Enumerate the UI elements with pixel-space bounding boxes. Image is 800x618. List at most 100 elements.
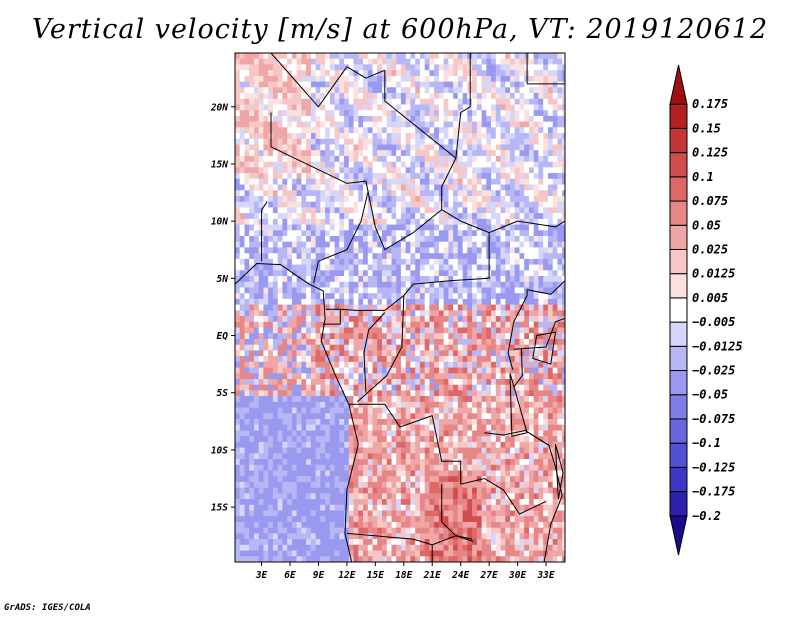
field-cell <box>282 230 288 237</box>
field-cell <box>372 236 378 243</box>
field-cell <box>235 384 241 391</box>
field-cell <box>462 379 468 386</box>
field-cell <box>249 64 255 71</box>
field-cell <box>467 270 473 277</box>
field-cell <box>367 436 374 443</box>
field-cell <box>320 167 326 174</box>
field-cell <box>244 350 250 357</box>
field-cell <box>514 127 520 134</box>
field-cell <box>249 58 255 65</box>
field-cell <box>315 207 321 214</box>
field-cell <box>287 384 293 391</box>
field-cell <box>344 441 350 449</box>
field-cell <box>329 293 336 300</box>
field-cell <box>410 396 416 403</box>
field-cell <box>396 184 402 191</box>
field-cell <box>249 115 255 123</box>
field-cell <box>377 356 383 363</box>
field-cell <box>396 190 402 197</box>
field-cell <box>334 178 340 186</box>
field-cell <box>500 230 506 237</box>
field-cell <box>419 241 426 248</box>
field-cell <box>315 167 321 174</box>
field-cell <box>235 247 241 254</box>
field-cell <box>258 419 264 426</box>
field-cell <box>306 236 312 243</box>
field-cell <box>296 75 302 83</box>
field-cell <box>254 350 260 357</box>
field-cell <box>547 121 554 128</box>
field-cell <box>476 367 483 374</box>
field-cell <box>244 310 250 317</box>
field-cell <box>344 436 350 443</box>
field-cell <box>358 281 364 289</box>
field-cell <box>472 207 478 214</box>
field-cell <box>320 58 326 65</box>
field-cell <box>396 207 402 214</box>
field-cell <box>467 190 473 197</box>
field-cell <box>410 379 416 386</box>
field-cell <box>358 356 364 363</box>
field-cell <box>334 264 340 271</box>
field-cell <box>315 287 321 294</box>
field-cell <box>400 236 407 243</box>
field-cell <box>306 459 312 466</box>
field-cell <box>363 401 369 409</box>
field-cell <box>325 87 331 94</box>
field-cell <box>500 81 506 88</box>
field-cell <box>476 173 483 180</box>
field-cell <box>315 327 321 334</box>
field-cell <box>348 298 355 306</box>
field-cell <box>291 53 298 60</box>
field-cell <box>363 276 369 283</box>
field-cell <box>529 93 535 100</box>
field-cell <box>282 430 288 437</box>
field-cell <box>329 367 336 374</box>
field-cell <box>315 155 321 163</box>
field-cell <box>325 138 331 146</box>
field-cell <box>538 344 544 351</box>
field-cell <box>382 367 388 374</box>
field-cell <box>538 390 544 397</box>
field-cell <box>443 110 449 117</box>
field-cell <box>538 441 544 449</box>
field-cell <box>419 127 426 134</box>
field-cell <box>505 321 511 329</box>
field-cell <box>533 281 539 289</box>
field-cell <box>410 293 416 300</box>
field-cell <box>301 81 307 88</box>
field-cell <box>415 281 421 289</box>
field-cell <box>249 230 255 237</box>
field-cell <box>239 207 245 214</box>
field-cell <box>519 230 525 237</box>
field-cell <box>429 190 435 197</box>
field-cell <box>348 93 355 100</box>
field-cell <box>448 287 454 294</box>
field-cell <box>557 350 563 357</box>
field-cell <box>491 276 497 283</box>
field-cell <box>310 196 317 203</box>
field-cell <box>448 298 454 306</box>
field-cell <box>467 350 473 357</box>
field-cell <box>320 253 326 260</box>
field-cell <box>334 207 340 214</box>
field-cell <box>448 184 454 191</box>
field-cell <box>325 419 331 426</box>
field-cell <box>429 356 435 363</box>
field-cell <box>500 419 506 426</box>
field-cell <box>505 196 511 203</box>
field-cell <box>467 155 473 163</box>
field-cell <box>263 121 269 128</box>
field-cell <box>438 430 445 437</box>
field-cell <box>481 356 487 363</box>
field-cell <box>344 304 350 311</box>
field-cell <box>263 184 269 191</box>
field-cell <box>424 316 430 323</box>
field-cell <box>481 167 487 174</box>
field-cell <box>396 167 402 174</box>
field-cell <box>249 310 255 317</box>
field-cell <box>438 110 445 117</box>
field-cell <box>419 401 426 409</box>
field-cell <box>524 178 530 186</box>
field-cell <box>296 270 302 277</box>
